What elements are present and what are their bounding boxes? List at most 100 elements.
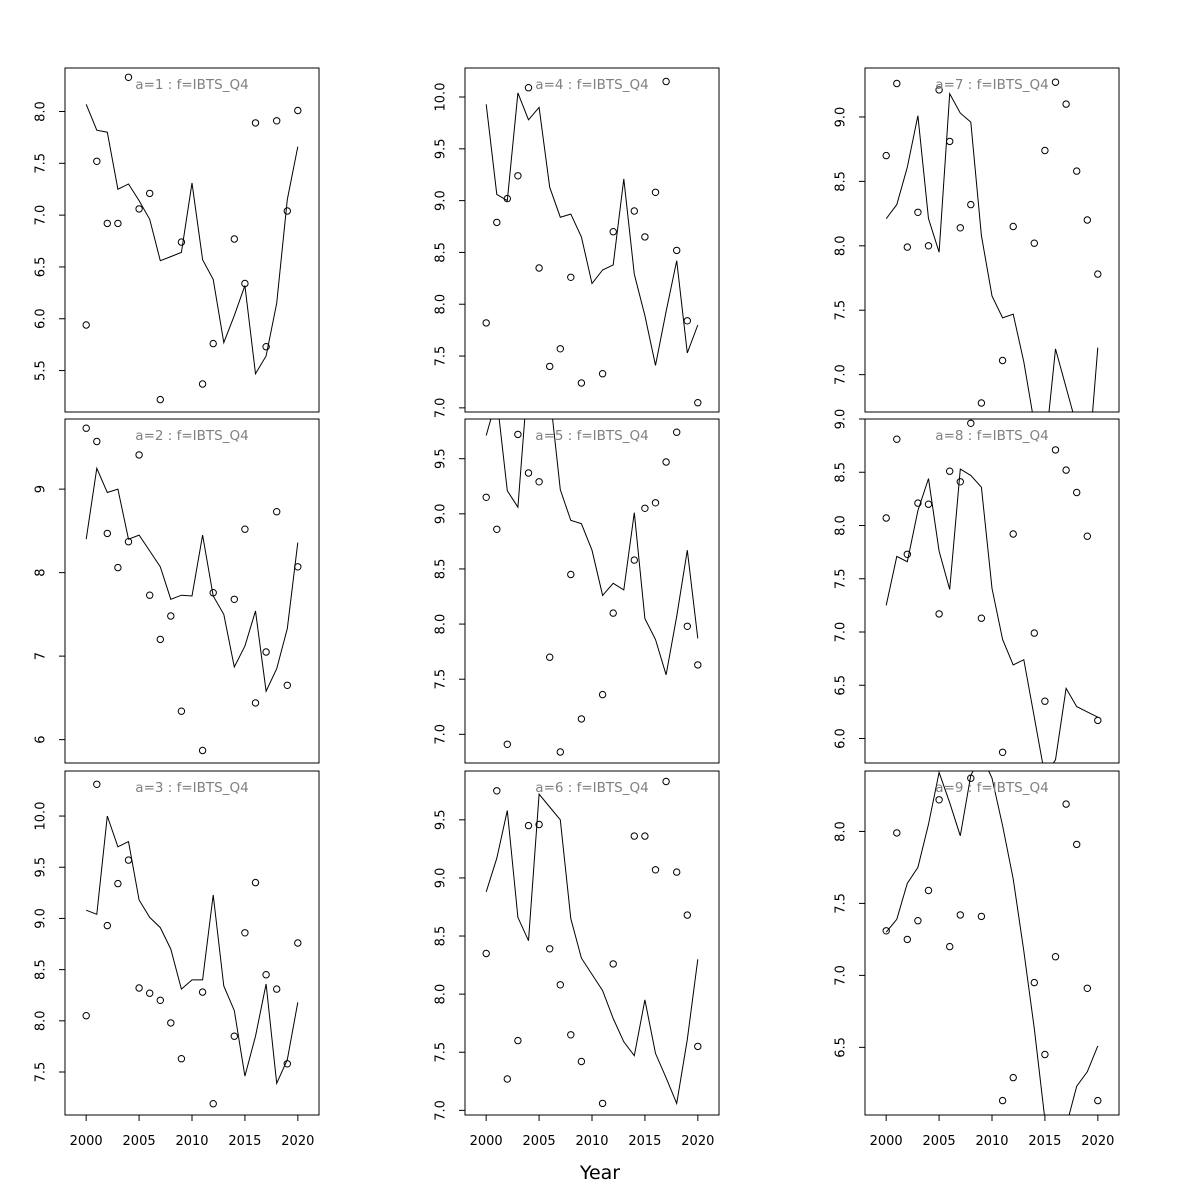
observed-point xyxy=(503,740,511,748)
observed-point xyxy=(135,205,143,213)
observed-point xyxy=(1009,222,1017,231)
x-tick-label: 2020 xyxy=(281,1134,314,1149)
observed-point xyxy=(1062,800,1070,808)
observed-point xyxy=(556,748,564,756)
panel-title: a=6 : f=IBTS_Q4 xyxy=(535,780,648,796)
observed-point xyxy=(662,777,670,786)
observed-point xyxy=(977,399,986,407)
observed-point xyxy=(209,589,217,597)
fitted-line xyxy=(885,92,1099,412)
observed-point xyxy=(662,458,670,466)
observed-point xyxy=(924,500,933,508)
y-tick-label: 8 xyxy=(34,568,49,576)
fitted-line xyxy=(485,792,699,1106)
observed-point xyxy=(998,1096,1007,1105)
observed-point xyxy=(535,820,543,829)
observed-point xyxy=(694,1042,702,1051)
observed-point xyxy=(241,525,249,533)
y-tick-label: 10.0 xyxy=(34,802,49,831)
fitted-line xyxy=(885,771,1099,1115)
observed-point xyxy=(1083,216,1092,224)
observed-point xyxy=(673,246,681,255)
plot-area xyxy=(482,777,702,1108)
plot-area xyxy=(882,78,1102,412)
y-tick-label: 6.5 xyxy=(833,1037,848,1058)
observed-point xyxy=(1051,953,1060,961)
observed-point xyxy=(609,228,617,236)
observed-point xyxy=(230,1032,239,1040)
observed-point xyxy=(967,419,975,427)
observed-point xyxy=(493,525,501,533)
observed-point xyxy=(482,319,490,327)
observed-point xyxy=(924,886,933,895)
observed-point xyxy=(914,208,922,217)
observed-point xyxy=(1041,697,1049,705)
y-tick-label: 7.0 xyxy=(834,622,849,643)
observed-point xyxy=(156,395,165,404)
observed-point xyxy=(493,787,501,795)
observed-point xyxy=(893,79,901,88)
y-tick-label: 8.5 xyxy=(434,242,449,263)
y-tick-label: 8.5 xyxy=(434,559,449,580)
observed-point xyxy=(135,984,143,992)
observed-point xyxy=(662,77,670,86)
observed-point xyxy=(914,917,922,925)
observed-point xyxy=(124,538,133,546)
observed-point xyxy=(103,219,112,228)
observed-point xyxy=(651,188,660,197)
y-tick-label: 7.5 xyxy=(434,669,449,690)
panel-frame xyxy=(64,67,320,413)
observed-point xyxy=(135,451,143,459)
observed-point xyxy=(1073,488,1081,497)
y-tick-label: 8.0 xyxy=(434,984,449,1005)
observed-point xyxy=(577,1057,586,1066)
observed-point xyxy=(641,233,649,241)
observed-point xyxy=(209,1100,217,1108)
y-tick-label: 7.5 xyxy=(834,300,849,321)
x-tick-label: 2020 xyxy=(1081,1134,1114,1149)
observed-point xyxy=(103,529,112,538)
observed-point xyxy=(882,927,890,935)
observed-point xyxy=(1073,840,1081,849)
observed-point xyxy=(598,370,607,378)
observed-point xyxy=(1094,1096,1102,1105)
panel-6: a=6 : f=IBTS_Q4 7.0 7.5 8.0 8.5 9.0 9.5 2000 200… xyxy=(433,770,720,1149)
observed-point xyxy=(209,339,217,348)
panel-title: a=2 : f=IBTS_Q4 xyxy=(135,428,248,444)
fitted-line xyxy=(86,815,299,1086)
observed-point xyxy=(977,912,986,921)
observed-point xyxy=(1009,1073,1017,1082)
observed-point xyxy=(556,345,564,353)
observed-point xyxy=(124,73,133,82)
panel-frame xyxy=(64,418,320,764)
observed-point xyxy=(630,207,638,215)
y-tick-label: 7.0 xyxy=(34,205,49,226)
panel-title: a=4 : f=IBTS_Q4 xyxy=(535,77,648,93)
fitted-line xyxy=(485,92,699,366)
y-tick-label: 8.5 xyxy=(434,926,449,947)
observed-point xyxy=(82,1012,90,1020)
observed-point xyxy=(177,707,186,715)
y-tick-label: 8.0 xyxy=(834,515,849,536)
panel-4: a=4 : f=IBTS_Q4 7.0 7.5 8.0 8.5 9.0 9.5 10.0 xyxy=(433,67,720,418)
observed-point xyxy=(577,379,586,387)
observed-point xyxy=(493,218,501,227)
panel-frame xyxy=(64,770,320,1116)
observed-point xyxy=(609,960,617,968)
x-tick-label: 2010 xyxy=(175,1134,208,1149)
observed-point xyxy=(114,563,122,572)
observed-point xyxy=(946,467,954,475)
observed-point xyxy=(609,609,617,617)
plot-area xyxy=(82,73,302,404)
observed-point xyxy=(273,117,281,125)
observed-point xyxy=(546,362,554,371)
observed-point xyxy=(283,681,291,689)
observed-point xyxy=(294,563,302,571)
panel-2: a=2 : f=IBTS_Q4 6 7 8 9 xyxy=(34,418,320,764)
observed-point xyxy=(893,829,901,837)
observed-point xyxy=(683,317,691,325)
y-tick-label: 9.5 xyxy=(433,448,448,469)
observed-point xyxy=(1094,270,1102,278)
y-tick-label: 7.0 xyxy=(833,965,848,986)
